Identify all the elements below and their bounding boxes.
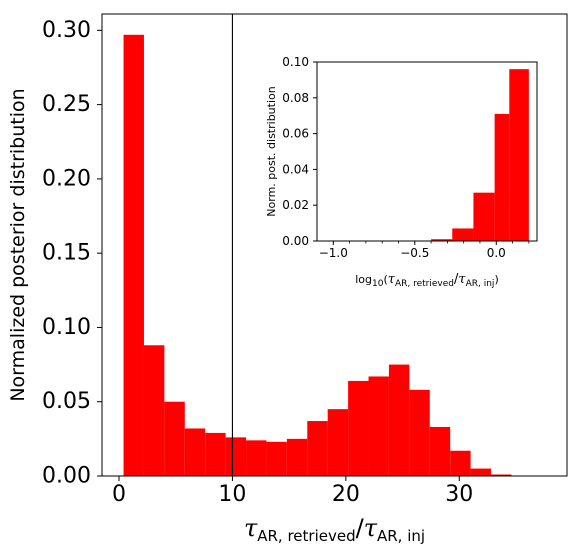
main-bars (123, 34, 512, 477)
inset-frame (316, 61, 538, 242)
inset-ylabel: Norm. post. distribution (265, 86, 278, 216)
main-axes: 0 10 20 30 0.00 0.05 0.10 0.15 0.20 0.25 0.30 Norma… (7, 13, 568, 545)
inset-ytick-label: 0.00 (282, 234, 309, 248)
main-bar (184, 428, 206, 476)
main-bar (205, 432, 226, 476)
main-bar (450, 450, 471, 476)
inset-bar (431, 239, 453, 241)
main-ylabel: Normalized posterior distribution (7, 88, 29, 401)
inset-xtick-label: 0.0 (487, 246, 506, 260)
inset-xtick-label: −0.5 (400, 246, 429, 260)
inset-bar (473, 192, 495, 241)
main-bar (123, 34, 144, 477)
main-bar (388, 364, 410, 476)
inset-histogram: −1.0 −0.5 0.0 0.00 0.02 0.04 0.06 0.08 0.10 Norm.… (265, 55, 538, 289)
inset-ytick-label: 0.06 (282, 127, 309, 141)
main-ytick-label: 0.10 (42, 315, 91, 340)
main-bar (266, 441, 287, 476)
inset-bar (509, 69, 529, 241)
main-histogram: 0 10 20 30 0.00 0.05 0.10 0.15 0.20 0.25 0.30 Norma… (7, 13, 568, 545)
main-bar (225, 437, 247, 476)
inset-xtick-label: −1.0 (319, 246, 348, 260)
main-xtick-label: 0 (112, 482, 126, 507)
inset-bar (452, 228, 474, 241)
main-bar (286, 438, 308, 476)
main-ytick-label: 0.15 (42, 241, 91, 266)
main-bar (368, 376, 389, 476)
main-xtick-label: 10 (218, 482, 246, 507)
inset-xlabel: log10(τAR, retrieved/τAR, inj) (355, 272, 498, 289)
main-bar (429, 426, 451, 476)
main-xlabel: τAR, retrieved/τAR, inj (244, 514, 425, 545)
main-bar (409, 389, 430, 476)
main-xtick-label: 20 (332, 482, 360, 507)
inset-ytick-label: 0.08 (282, 91, 309, 105)
main-bar (470, 468, 492, 476)
inset-ytick-label: 0.10 (282, 55, 309, 69)
main-ytick-label: 0.20 (42, 166, 91, 191)
inset-axes: −1.0 −0.5 0.0 0.00 0.02 0.04 0.06 0.08 0.10 Norm.… (265, 55, 538, 289)
inset-ytick-label: 0.02 (282, 198, 309, 212)
inset-ytick-label: 0.04 (282, 162, 309, 176)
main-bar (164, 401, 185, 476)
main-frame (101, 13, 568, 477)
main-ytick-label: 0.00 (42, 464, 91, 489)
inset-bar (494, 113, 510, 241)
inset-bars (431, 69, 529, 241)
main-bar (348, 380, 369, 476)
main-xtick-label: 30 (445, 482, 473, 507)
main-bar (491, 474, 512, 476)
main-ytick-label: 0.30 (42, 18, 91, 43)
main-bar (327, 409, 349, 476)
main-bar (143, 345, 165, 476)
main-ytick-label: 0.05 (42, 389, 91, 414)
main-bar (307, 421, 328, 476)
main-ytick-label: 0.25 (42, 92, 91, 117)
main-bar (246, 440, 267, 476)
